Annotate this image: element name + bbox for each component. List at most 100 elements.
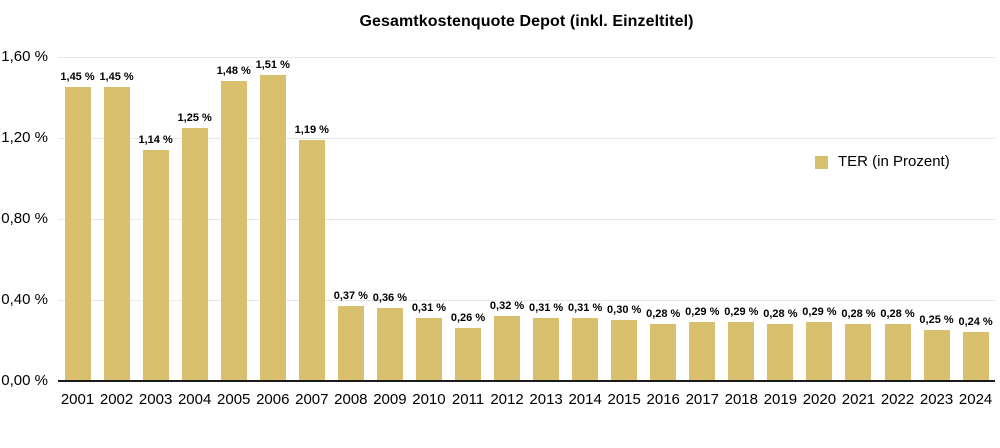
- bar-slot-2007: 1,19 %: [292, 57, 331, 381]
- bar-slot-2011: 0,26 %: [448, 57, 487, 381]
- bar-2024: [962, 332, 989, 381]
- y-tick-label: 0,80 %: [1, 210, 48, 227]
- gridline: [58, 57, 995, 58]
- bar-slot-2016: 0,28 %: [644, 57, 683, 381]
- x-tick-label: 2008: [334, 391, 368, 408]
- x-tick-label: 2015: [607, 391, 641, 408]
- bar-value-label: 0,28 %: [646, 308, 681, 321]
- bar-2001: [64, 87, 91, 381]
- bar-2017: [689, 322, 716, 381]
- bar-slot-2013: 0,31 %: [527, 57, 566, 381]
- bar-value-label: 0,28 %: [841, 308, 876, 321]
- bar-2004: [181, 127, 208, 381]
- bar-slot-2014: 0,31 %: [566, 57, 605, 381]
- bar-value-label: 0,32 %: [489, 300, 525, 313]
- x-tick-label: 2003: [138, 391, 173, 408]
- bar-value-label: 0,31 %: [411, 302, 447, 315]
- x-tick-label: 2017: [685, 391, 719, 408]
- bar-slot-2012: 0,32 %: [488, 57, 527, 381]
- x-tick-label: 2011: [451, 391, 485, 408]
- x-tick-label: 2018: [724, 391, 758, 408]
- x-tick-label: 2012: [490, 391, 524, 408]
- legend[interactable]: TER (in Prozent): [815, 154, 950, 170]
- x-tick-label: 2004: [177, 391, 212, 408]
- bar-slot-2003: 1,14 %: [136, 57, 175, 381]
- x-tick-label: 2001: [60, 391, 95, 408]
- bar-value-label: 1,45 %: [60, 71, 95, 84]
- bar-slot-2009: 0,36 %: [370, 57, 409, 381]
- bar-2020: [806, 322, 833, 381]
- bar-slot-2023: 0,25 %: [917, 57, 956, 381]
- x-axis-line: [58, 380, 995, 382]
- bar-slot-2005: 1,48 %: [214, 57, 253, 381]
- bar-slot-2006: 1,51 %: [253, 57, 292, 381]
- x-tick-label: 2009: [373, 391, 407, 408]
- bar-2008: [337, 306, 364, 381]
- bar-2023: [923, 330, 950, 381]
- x-tick-label: 2016: [646, 391, 680, 408]
- x-tick-label: 2007: [295, 391, 329, 408]
- chart-title: Gesamtkostenquote Depot (inkl. Einzeltit…: [359, 13, 694, 30]
- bar-value-label: 0,28 %: [763, 308, 798, 321]
- bar-value-label: 1,45 %: [99, 71, 134, 84]
- legend-label: TER (in Prozent): [838, 153, 950, 170]
- bar-2022: [884, 324, 911, 381]
- bar-value-label: 1,48 %: [216, 65, 251, 78]
- x-tick-label: 2002: [99, 391, 134, 408]
- bar-2019: [767, 324, 794, 381]
- bar-value-label: 0,37 %: [333, 290, 368, 303]
- x-tick-label: 2022: [880, 391, 915, 408]
- bar-value-label: 0,36 %: [372, 292, 408, 305]
- bar-2011: [454, 328, 481, 381]
- x-tick-label: 2006: [256, 391, 290, 408]
- bar-2014: [572, 318, 599, 381]
- x-tick-label: 2023: [919, 391, 954, 408]
- bar-2007: [298, 140, 325, 381]
- bar-slot-2019: 0,28 %: [761, 57, 800, 381]
- bar-value-label: 1,19 %: [294, 124, 329, 137]
- bar-value-label: 0,24 %: [958, 316, 993, 329]
- bar-slot-2015: 0,30 %: [605, 57, 644, 381]
- x-axis-tick-labels: 2001 2002 2003 2004 2005 2006 2007 2008 2009 2010…: [58, 391, 995, 408]
- bar-2021: [845, 324, 872, 381]
- bar-value-label: 0,29 %: [724, 306, 759, 319]
- bar-value-label: 0,31 %: [568, 302, 603, 315]
- bar-slot-2008: 0,37 %: [331, 57, 370, 381]
- bar-value-label: 1,14 %: [138, 134, 173, 147]
- bar-2005: [220, 81, 247, 381]
- bar-2010: [415, 318, 442, 381]
- gridline: [58, 138, 995, 139]
- gridline: [58, 300, 995, 301]
- bar-slot-2024: 0,24 %: [956, 57, 995, 381]
- bar-slot-2020: 0,29 %: [800, 57, 839, 381]
- bar-value-label: 0,29 %: [685, 306, 720, 319]
- bar-value-label: 1,51 %: [255, 59, 290, 72]
- bar-value-label: 0,25 %: [919, 314, 954, 327]
- bar-value-label: 0,30 %: [607, 304, 642, 317]
- bar-value-label: 1,25 %: [177, 111, 212, 124]
- bar-2015: [611, 320, 638, 381]
- bar-slot-2021: 0,28 %: [839, 57, 878, 381]
- bar-value-label: 0,26 %: [450, 312, 486, 325]
- bar-2003: [142, 150, 169, 381]
- x-tick-label: 2010: [412, 391, 446, 408]
- bar-value-label: 0,29 %: [802, 306, 837, 319]
- bar-2013: [533, 318, 560, 381]
- y-tick-label: 0,40 %: [1, 291, 48, 308]
- y-tick-label: 1,20 %: [1, 129, 48, 146]
- bar-2006: [259, 75, 286, 381]
- bar-2012: [494, 316, 521, 381]
- bar-value-label: 0,28 %: [880, 308, 915, 321]
- bar-2018: [728, 322, 755, 381]
- bar-slot-2002: 1,45 %: [97, 57, 136, 381]
- bar-slot-2018: 0,29 %: [722, 57, 761, 381]
- x-tick-label: 2020: [802, 391, 837, 408]
- bar-2016: [650, 324, 677, 381]
- bar-slot-2010: 0,31 %: [409, 57, 448, 381]
- bar-series: 1,45 % 1,45 % 1,14 % 1,25 % 1,48 % 1,51 % 1,19…: [58, 57, 995, 381]
- bar-2009: [376, 308, 403, 381]
- gridline: [58, 219, 995, 220]
- bar-2002: [103, 87, 130, 381]
- x-tick-label: 2021: [841, 391, 876, 408]
